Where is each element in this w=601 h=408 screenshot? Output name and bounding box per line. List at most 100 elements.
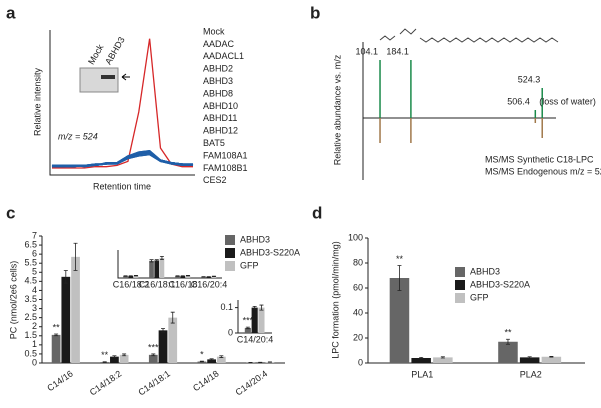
legend-label: ABHD3-S220A: [470, 279, 530, 289]
legend-label: ABHD12: [203, 126, 238, 136]
y-tick-label: 5: [32, 267, 37, 277]
y-tick-label: 1: [32, 339, 37, 349]
error-bar: [440, 356, 445, 359]
bar: [159, 258, 165, 278]
bar: [149, 260, 154, 278]
y-tick-label: 0: [228, 327, 233, 337]
bar: [71, 256, 80, 363]
trace: [52, 153, 193, 168]
error-bar: [199, 360, 204, 363]
error-bar: [122, 353, 127, 357]
x-tick-label: C16/18:2: [113, 279, 150, 289]
legend-label: GFP: [470, 292, 489, 302]
legend-label: BAT5: [203, 138, 225, 148]
error-bar: [397, 265, 402, 291]
significance: **: [396, 254, 404, 264]
y-tick-label: 0: [358, 357, 363, 367]
error-bar: [170, 311, 175, 324]
y-tick-label: 2.5: [24, 312, 37, 322]
y-tick-label: 4.5: [24, 276, 37, 286]
bar: [61, 276, 71, 363]
legend-label: ABHD3: [470, 266, 500, 276]
error-bar: [154, 259, 159, 262]
panel-letter: b: [310, 3, 320, 22]
bar: [389, 278, 410, 363]
legend-label: ABHD3: [240, 234, 270, 244]
bar: [185, 275, 191, 278]
bar: [168, 317, 178, 363]
trace: [52, 149, 193, 166]
y-tick-label: 6.5: [24, 239, 37, 249]
legend-label: CES2: [203, 175, 227, 185]
axis: [117, 250, 222, 279]
y-tick-label: 0.1: [220, 302, 233, 312]
y-tick-label: 3.5: [24, 294, 37, 304]
bar: [498, 341, 518, 363]
y-axis-label: LPC formation (pmol/min/mg): [330, 241, 340, 359]
y-tick-label: 2: [32, 321, 37, 331]
bar: [251, 307, 258, 333]
significance: **: [504, 328, 512, 338]
bar: [51, 334, 61, 363]
bar: [541, 356, 562, 363]
legend-label: FAM108A1: [203, 150, 248, 160]
blot-label: Mock: [86, 42, 106, 66]
legend-swatch: [455, 267, 465, 277]
significance: *: [200, 350, 204, 360]
bar: [258, 307, 265, 333]
axis: [49, 30, 195, 176]
bar: [180, 276, 186, 278]
bar: [158, 330, 168, 363]
y-tick-label: 100: [348, 232, 363, 242]
error-bar: [209, 358, 214, 361]
legend-swatch: [225, 261, 235, 271]
error-bar: [252, 305, 257, 310]
legend-swatch: [455, 280, 465, 290]
legend-label: AADAC: [203, 39, 235, 49]
y-tick-label: 7: [32, 230, 37, 240]
blot-label: ABHD3: [103, 35, 127, 66]
peak-label: 524.3: [518, 74, 541, 84]
bar: [216, 356, 226, 363]
significance: ***: [243, 316, 254, 326]
legend-label: ABHD11: [203, 113, 237, 123]
bar: [128, 276, 134, 278]
bar: [110, 356, 119, 363]
x-tick-label: C14/20:4: [234, 368, 270, 397]
error-bar: [149, 259, 154, 263]
structure: [379, 28, 559, 43]
legend-label: MS/MS Synthetic C18-LPC: [485, 154, 594, 164]
legend-label: ABHD3: [203, 76, 233, 86]
annotation: m/z = 524: [58, 131, 98, 141]
error-bar: [54, 333, 59, 337]
y-tick-label: 4: [32, 285, 37, 295]
bar: [433, 357, 453, 363]
error-bar: [549, 355, 554, 358]
y-axis-label: Relative intensity: [32, 67, 42, 136]
error-bar: [161, 328, 166, 333]
bar: [133, 275, 139, 278]
x-tick-label: C16/18:1: [139, 279, 176, 289]
bar: [123, 276, 128, 278]
x-tick-label: PLA1: [411, 369, 433, 379]
y-tick-label: 3: [32, 303, 37, 313]
bar: [207, 359, 216, 363]
x-tick-label: C14/16: [45, 368, 75, 393]
y-tick-label: 60: [353, 282, 363, 292]
x-tick-label: C16/18: [168, 279, 197, 289]
significance: **: [101, 350, 109, 360]
y-tick-label: 5.5: [24, 258, 37, 268]
y-tick-label: 80: [353, 257, 363, 267]
trace: [52, 38, 193, 169]
y-axis-label: Relative abundance vs. m/z: [332, 54, 342, 165]
bar: [154, 260, 160, 278]
x-tick-label: C14/18:2: [88, 368, 124, 397]
arrow: [121, 73, 130, 81]
y-tick-label: 1.5: [24, 330, 37, 340]
legend-label: ABHD10: [203, 101, 238, 111]
x-tick-label: C14/18: [191, 368, 221, 393]
legend-label: MS/MS Endogenous m/z = 524: [485, 166, 601, 176]
annotation: (loss of water): [539, 96, 596, 106]
bar: [119, 354, 129, 363]
error-bar: [259, 304, 264, 311]
